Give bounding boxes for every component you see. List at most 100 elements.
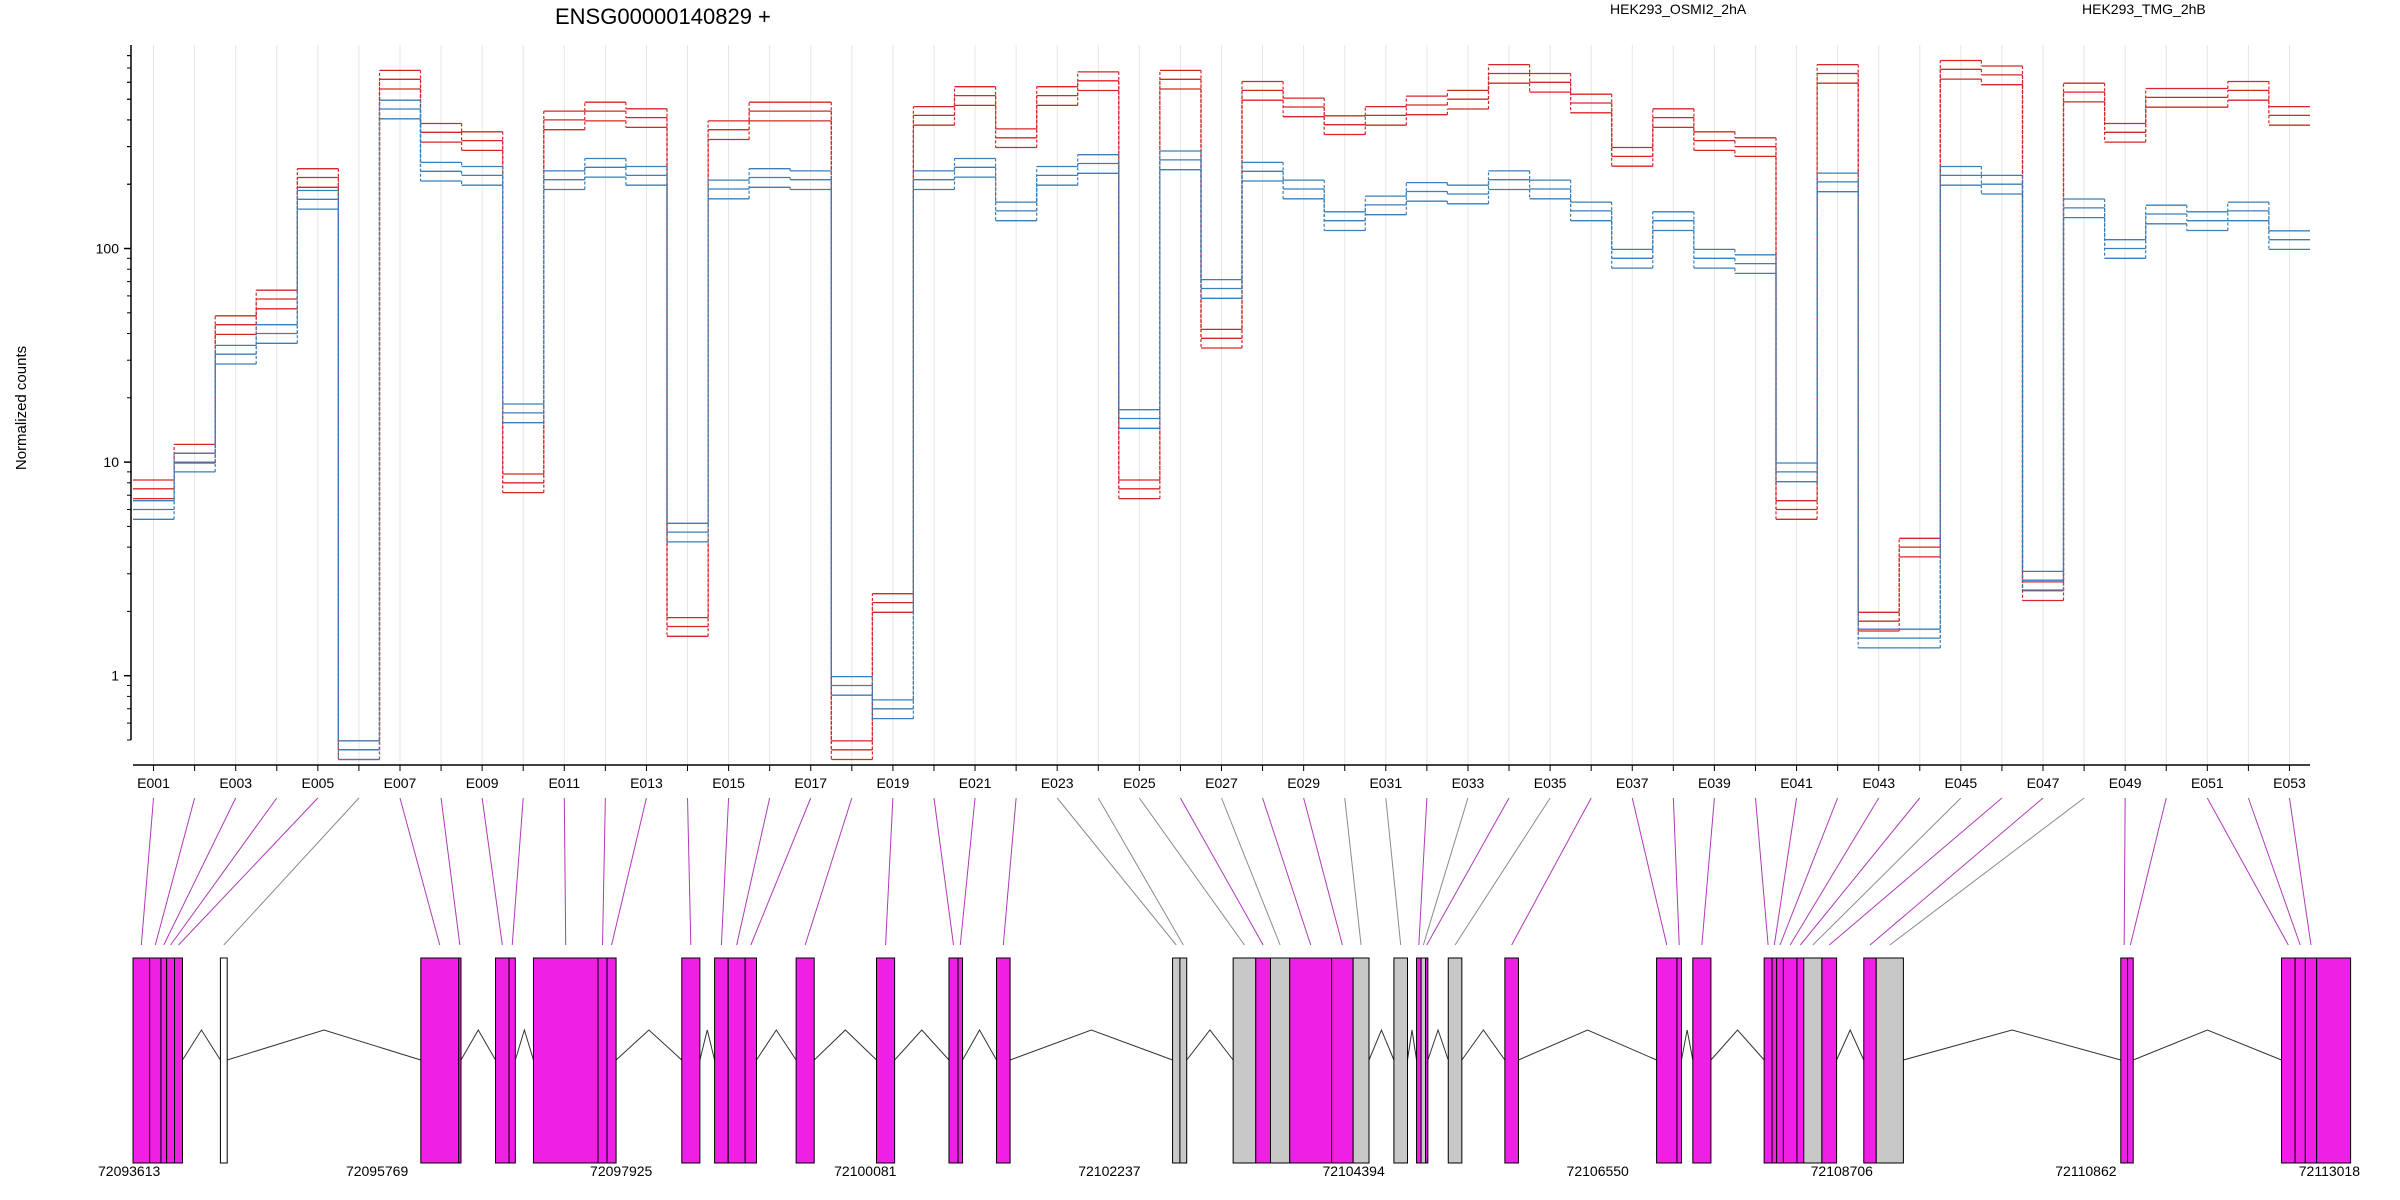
exon-box <box>1875 957 1904 1164</box>
intron-line <box>1680 1029 1694 1061</box>
x-tick-label: E049 <box>2109 775 2142 791</box>
exon-connector <box>2247 797 2301 946</box>
series-line <box>133 108 2310 751</box>
exon-box <box>795 957 815 1164</box>
exon-box <box>1425 957 1429 1164</box>
intron-line <box>1407 1029 1418 1061</box>
exon-box <box>744 957 757 1164</box>
x-tick-label: E053 <box>2273 775 2306 791</box>
exon-connector <box>750 797 812 946</box>
exon-connector <box>885 797 894 946</box>
exon-box <box>1796 957 1805 1164</box>
x-axis: E001 E003 E005 E007 E009 E011 E013 E015 E017 E019… <box>133 764 2310 791</box>
series-line <box>133 99 2310 742</box>
exon-connector <box>399 797 441 946</box>
exon-connector <box>1385 797 1402 946</box>
x-tick-label: E007 <box>384 775 417 791</box>
x-tick-label: E041 <box>1780 775 1813 791</box>
intron-line <box>615 1029 683 1061</box>
exon-connector <box>1454 797 1551 946</box>
exon-connector <box>140 797 155 946</box>
exon-box <box>149 957 162 1164</box>
exon-box <box>1289 957 1333 1164</box>
x-tick-label: E023 <box>1041 775 1074 791</box>
intron-line <box>2133 1029 2282 1061</box>
exon-connector <box>1828 797 2003 946</box>
x-tick-label: E017 <box>794 775 827 791</box>
exon-box <box>166 957 176 1164</box>
exon-box <box>508 957 516 1164</box>
exon-connector <box>1056 797 1177 946</box>
x-tick-label: E045 <box>1945 775 1978 791</box>
series-lines <box>133 59 2310 761</box>
exon-box <box>1393 957 1408 1164</box>
grid-lines <box>153 45 2290 765</box>
exon-connector <box>1221 797 1281 946</box>
exon-connector <box>804 797 853 946</box>
exon-connector <box>1426 797 1510 946</box>
exon-connector <box>1631 797 1668 946</box>
exon-box <box>1232 957 1257 1164</box>
exon-connector <box>1779 797 1839 946</box>
exon-box <box>1692 957 1712 1164</box>
exon-box <box>174 957 183 1164</box>
exon-box <box>597 957 608 1164</box>
exon-box <box>606 957 617 1164</box>
y-axis-label: Normalized counts <box>13 346 30 470</box>
y-tick-label: 10 <box>103 454 119 470</box>
exon-connector <box>1097 797 1184 946</box>
y-axis: 1 10 100 <box>96 45 132 741</box>
coordinate-label: 72110862 <box>2055 1163 2116 1179</box>
x-tick-label: E043 <box>1862 775 1895 791</box>
exon-box <box>1863 957 1877 1164</box>
exon-connector <box>154 797 196 946</box>
exon-box <box>1776 957 1784 1164</box>
exon-connector <box>1002 797 1017 946</box>
x-tick-label: E035 <box>1534 775 1567 791</box>
exon-connector <box>2129 797 2167 946</box>
x-tick-label: E011 <box>548 775 580 791</box>
coordinate-label: 72102237 <box>1078 1163 1141 1179</box>
exon-box <box>876 957 896 1164</box>
exon-box <box>1420 957 1427 1164</box>
exon-connector <box>511 797 524 946</box>
x-tick-label: E005 <box>301 775 334 791</box>
x-tick-label: E051 <box>2191 775 2224 791</box>
intron-line <box>1461 1029 1506 1061</box>
exon-connector <box>933 797 954 946</box>
exon-connector <box>170 797 278 946</box>
coordinate-label: 72093613 <box>98 1163 161 1179</box>
exon-box <box>948 957 959 1164</box>
exon-connector <box>959 797 976 946</box>
exon-box <box>1763 957 1773 1164</box>
exon-connector <box>1138 797 1245 946</box>
exon-connector <box>1754 797 1769 946</box>
exon-connector <box>736 797 771 946</box>
exon-box <box>1255 957 1272 1164</box>
coordinate-label: 72095769 <box>346 1163 409 1179</box>
intron-line <box>894 1029 950 1061</box>
exon-connector <box>1344 797 1362 946</box>
exon-connector <box>178 797 319 946</box>
exon-box <box>681 957 701 1164</box>
exon-connector <box>687 797 692 946</box>
exon-box <box>2316 957 2352 1164</box>
x-tick-label: E003 <box>219 775 252 791</box>
intron-line <box>460 1028 496 1061</box>
genomic-coordinate-axis: 72093613 72095769 72097925 72100081 72102237… <box>98 1163 2360 1179</box>
exon-box <box>1447 957 1463 1164</box>
exon-box <box>2127 957 2134 1164</box>
exon-box <box>2304 957 2318 1164</box>
exon-connector <box>1789 797 1880 946</box>
coordinate-label: 72104394 <box>1322 1163 1385 1179</box>
series-line <box>133 118 2310 761</box>
exon-box <box>1782 957 1798 1164</box>
x-tick-label: E009 <box>466 775 499 791</box>
exon-connector <box>1511 797 1592 946</box>
legend-osmi2: HEK293_OSMI2_2hA <box>1610 1 1747 17</box>
exon-box <box>1172 957 1181 1164</box>
exon-connector <box>1701 797 1715 946</box>
exon-box <box>1416 957 1422 1164</box>
exon-box <box>1270 957 1291 1164</box>
